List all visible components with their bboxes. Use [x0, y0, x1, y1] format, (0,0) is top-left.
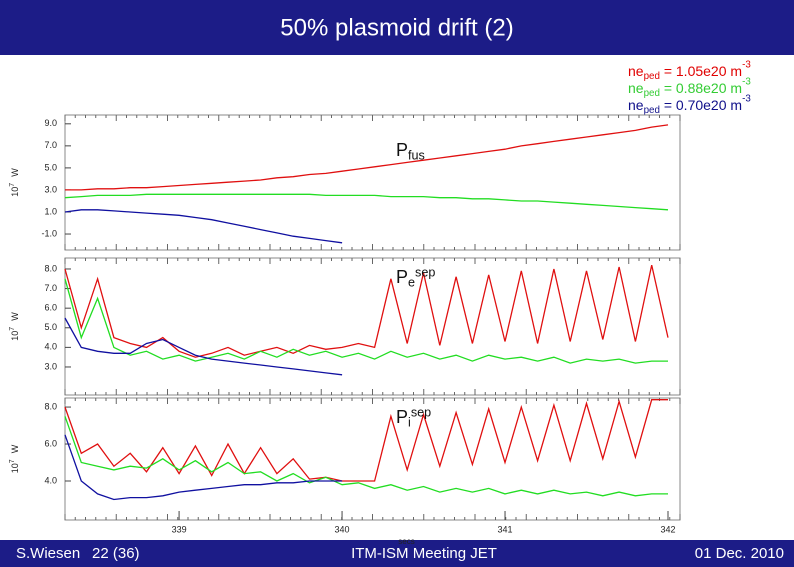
y-tick-label: 8.0	[44, 401, 57, 411]
y-tick-label: 3.0	[44, 184, 57, 194]
y-tick-label: 4.0	[44, 475, 57, 485]
x-axis-label: secs	[398, 537, 414, 546]
legend-entry-sub: ped	[644, 88, 660, 99]
y-tick-label: 7.0	[44, 140, 57, 150]
plot-frame	[64, 397, 681, 521]
panel-label-base: P	[396, 407, 408, 427]
legend-entry-sup: -3	[742, 76, 751, 87]
y-axis-label-sup: 7	[9, 183, 16, 187]
legend-entry-text: = 0.70e20 m	[660, 97, 742, 113]
title-bar	[0, 0, 794, 55]
series-line	[64, 193, 669, 211]
legend-entry: neped = 0.88e20 m-3	[628, 76, 751, 99]
legend-entry-sup: -3	[742, 93, 751, 104]
y-tick-label: 1.0	[44, 206, 57, 216]
panel-label: Pfus	[396, 140, 425, 163]
y-axis-label-base: 10	[10, 187, 20, 197]
y-tick-label: 4.0	[44, 342, 57, 352]
series-line	[64, 278, 668, 364]
footer-event: ITM-ISM Meeting JET	[351, 545, 497, 562]
y-axis-label: 107 W	[9, 168, 21, 197]
legend-entry: neped = 0.70e20 m-3	[628, 93, 751, 116]
y-axis-label-unit: W	[10, 312, 20, 321]
legend-entry-base: ne	[628, 80, 644, 96]
y-tick-label: 8.0	[44, 263, 57, 273]
y-axis-label-unit: W	[10, 168, 20, 177]
series-line	[64, 317, 343, 376]
y-tick-label: 5.0	[44, 162, 57, 172]
x-tick-label: 342	[660, 524, 675, 534]
panel-label-sub: i	[408, 416, 411, 430]
slide-title: 50% plasmoid drift (2)	[280, 14, 513, 41]
y-axis-label: 107 W	[9, 312, 21, 341]
series-line	[64, 399, 668, 482]
panel-label-sup: sep	[415, 266, 435, 280]
legend-entry-text: = 1.05e20 m	[660, 63, 742, 79]
footer-bar	[0, 540, 794, 567]
legend-entry: neped = 1.05e20 m-3	[628, 59, 751, 82]
legend-entry-sup: -3	[742, 59, 751, 70]
y-tick-label: 6.0	[44, 438, 57, 448]
series-line	[65, 124, 669, 191]
x-tick-label: 341	[498, 524, 513, 534]
y-axis-label: 107 W	[9, 444, 21, 473]
legend-entry-base: ne	[628, 63, 644, 79]
series-line	[64, 209, 343, 244]
panel-label-base: P	[396, 140, 408, 160]
y-axis-label-base: 10	[10, 463, 20, 473]
panel-label-sup: sep	[411, 406, 431, 420]
panel-label-sub: fus	[408, 149, 425, 163]
y-axis-label-sup: 7	[9, 327, 16, 331]
footer-date: 01 Dec. 2010	[695, 545, 784, 562]
y-axis-label-base: 10	[10, 331, 20, 341]
y-tick-label: 6.0	[44, 303, 57, 313]
y-tick-label: 9.0	[44, 118, 57, 128]
panel-label-sub: e	[408, 276, 415, 290]
series-line	[64, 416, 668, 497]
legend-entry-sub: ped	[644, 105, 660, 116]
plot-frame	[64, 114, 681, 251]
legend-entry-text: = 0.88e20 m	[660, 80, 742, 96]
panel-label: Pisep	[396, 406, 431, 430]
footer-author: S.Wiesen	[16, 545, 80, 562]
panel-label-base: P	[396, 267, 408, 287]
footer-page: 22 (36)	[92, 545, 140, 562]
y-tick-label: 5.0	[44, 322, 57, 332]
panel-label: Pesep	[396, 266, 435, 290]
y-axis-label-sup: 7	[9, 459, 16, 463]
series-line	[64, 434, 343, 501]
x-tick-label: 339	[172, 524, 187, 534]
y-tick-label: 3.0	[44, 361, 57, 371]
legend-entry-sub: ped	[644, 71, 660, 82]
series-line	[64, 264, 669, 358]
y-axis-label-unit: W	[10, 444, 20, 453]
legend-entry-base: ne	[628, 97, 644, 113]
y-tick-label: -1.0	[41, 228, 57, 238]
x-tick-label: 340	[335, 524, 350, 534]
y-tick-label: 7.0	[44, 283, 57, 293]
